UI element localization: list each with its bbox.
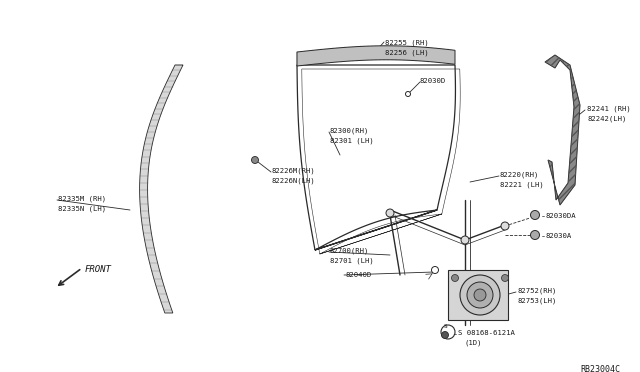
Text: 82335N (LH): 82335N (LH) [58,205,106,212]
Text: RB23004C: RB23004C [580,365,620,372]
Text: 82221 (LH): 82221 (LH) [500,182,544,189]
Polygon shape [448,270,508,320]
Text: 82226N(LH): 82226N(LH) [272,178,316,185]
Text: 82701 (LH): 82701 (LH) [330,258,374,264]
Circle shape [474,289,486,301]
Polygon shape [140,65,183,313]
Text: 82752(RH): 82752(RH) [518,288,557,295]
Circle shape [467,282,493,308]
Circle shape [442,331,449,339]
Circle shape [441,325,455,339]
Text: 82256 (LH): 82256 (LH) [385,50,429,57]
Circle shape [431,266,438,273]
Text: 82301 (LH): 82301 (LH) [330,138,374,144]
Text: 82242(LH): 82242(LH) [587,115,627,122]
Text: 82030D: 82030D [420,78,446,84]
Text: 82226M(RH): 82226M(RH) [272,168,316,174]
Text: 82753(LH): 82753(LH) [518,298,557,305]
Polygon shape [297,46,455,66]
Text: 82335M (RH): 82335M (RH) [58,195,106,202]
Text: 82300(RH): 82300(RH) [330,128,369,135]
Text: 82241 (RH): 82241 (RH) [587,105,631,112]
Text: 82030A: 82030A [545,233,572,239]
Text: S: S [444,324,448,330]
Text: (1D): (1D) [464,340,481,346]
Circle shape [451,275,458,282]
Circle shape [531,211,540,219]
Text: 82700(RH): 82700(RH) [330,248,369,254]
Text: S 08168-6121A: S 08168-6121A [458,330,515,336]
Circle shape [252,157,259,164]
Text: FRONT: FRONT [85,265,112,274]
Text: 82030DA: 82030DA [545,213,575,219]
Circle shape [406,92,410,96]
Polygon shape [545,55,580,205]
Text: 82220(RH): 82220(RH) [500,172,540,179]
Circle shape [460,275,500,315]
Circle shape [461,236,469,244]
Text: 82040D: 82040D [345,272,371,278]
Circle shape [531,231,540,240]
Circle shape [386,209,394,217]
Text: 82255 (RH): 82255 (RH) [385,40,429,46]
Circle shape [502,275,509,282]
Circle shape [501,222,509,230]
